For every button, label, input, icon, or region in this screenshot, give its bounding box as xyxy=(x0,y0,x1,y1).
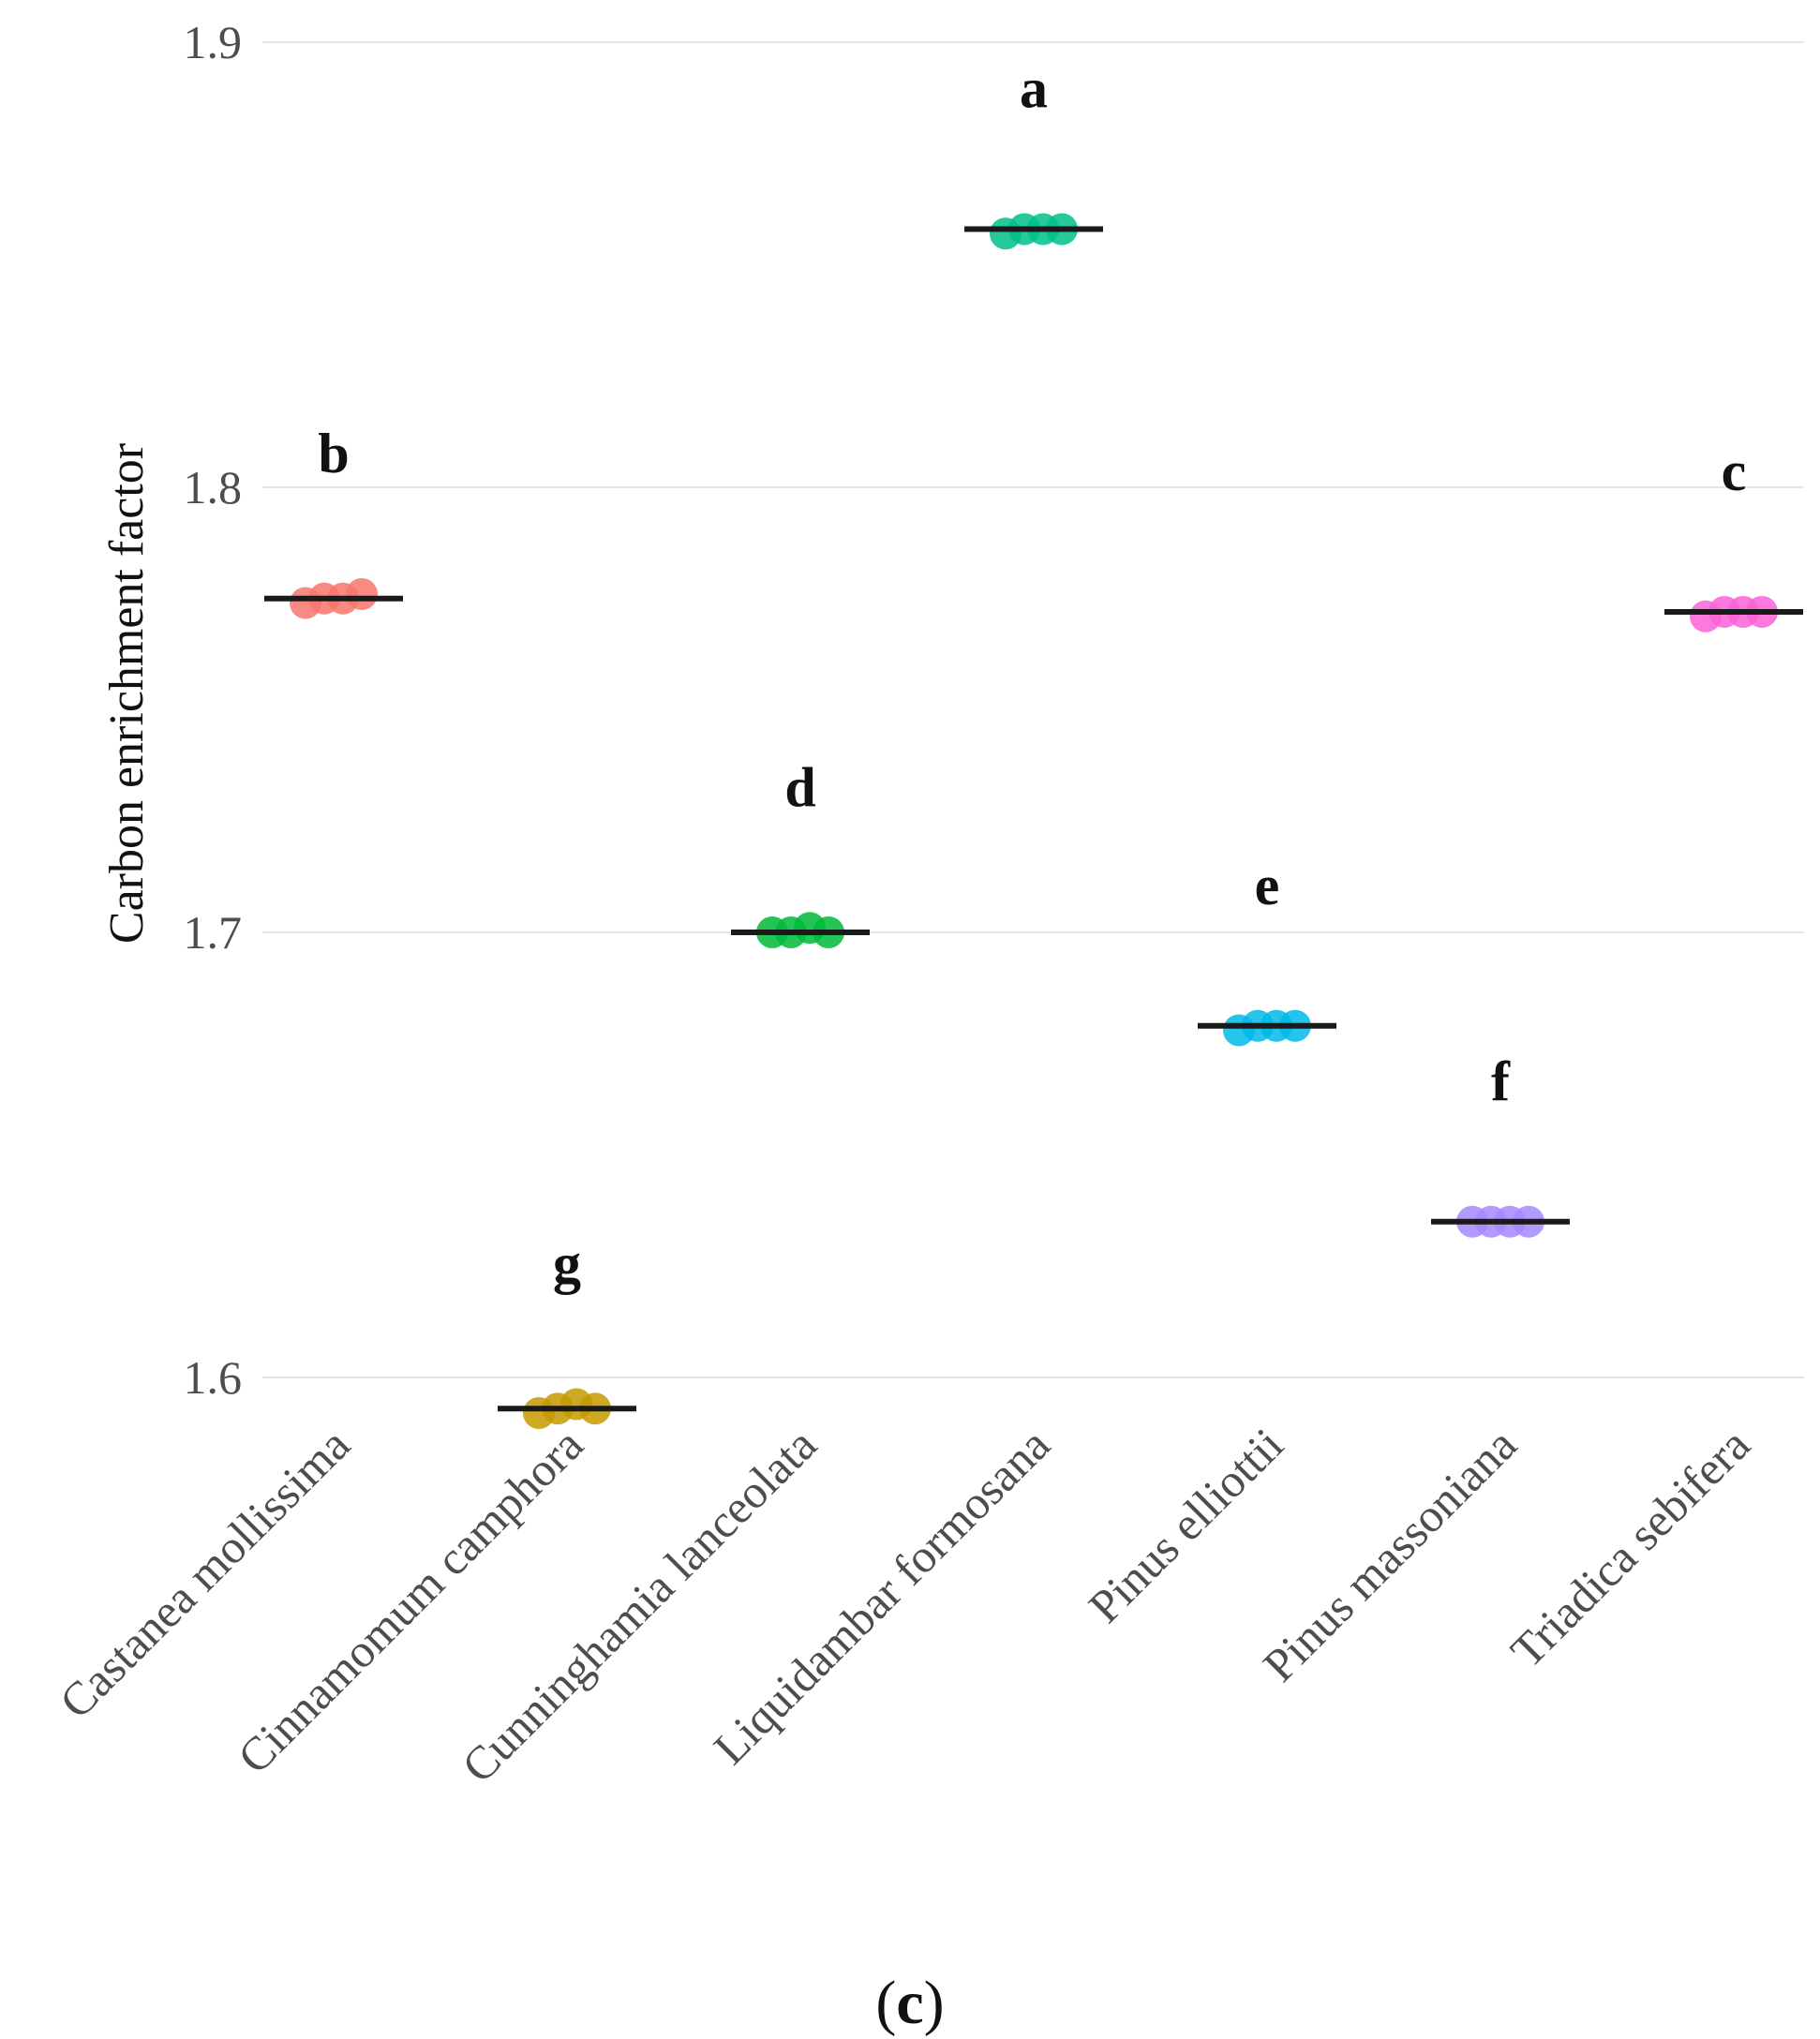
y-axis-ticks: 1.6 1.7 1.8 1.9 xyxy=(184,16,243,1404)
y-tick-label-1.9: 1.9 xyxy=(184,16,243,68)
y-axis-title: Carbon enrichment factor xyxy=(100,443,154,944)
letter-cinnamomum-camphora: g xyxy=(553,1233,581,1295)
letter-pinus-massoniana: f xyxy=(1491,1050,1511,1112)
caption-letter: c xyxy=(896,1969,924,2037)
letter-castanea-mollissima: b xyxy=(318,423,349,484)
letter-triadica-sebifera: c xyxy=(1722,440,1747,502)
letter-cunninghamia-lanceolata: d xyxy=(784,756,815,818)
x-tick-label-pinus-elliottii: Pinus elliottii xyxy=(1079,1418,1293,1632)
data-points xyxy=(290,213,1778,1429)
x-tick-label-triadica-sebifera: Triadica sebifera xyxy=(1500,1418,1760,1677)
letter-pinus-elliottii: e xyxy=(1255,855,1280,916)
significance-letters: b g d a e f c xyxy=(318,58,1746,1295)
letter-liquidambar-formosana: a xyxy=(1020,58,1048,120)
y-tick-label-1.7: 1.7 xyxy=(184,906,243,959)
y-tick-label-1.8: 1.8 xyxy=(184,461,243,513)
chart: 1.6 1.7 1.8 1.9 Carbon enrichment factor b g… xyxy=(50,16,1804,1793)
median-lines xyxy=(264,226,1803,1412)
x-tick-label-pinus-massoniana: Pinus massoniana xyxy=(1253,1418,1527,1691)
gridlines xyxy=(262,41,1804,1378)
point-castanea-mollissima-4 xyxy=(346,578,378,610)
caption-close: ) xyxy=(923,1969,945,2037)
caption-open: ( xyxy=(875,1969,897,2037)
y-tick-label-1.6: 1.6 xyxy=(184,1351,243,1404)
panel-caption: (c) xyxy=(0,1968,1820,2039)
